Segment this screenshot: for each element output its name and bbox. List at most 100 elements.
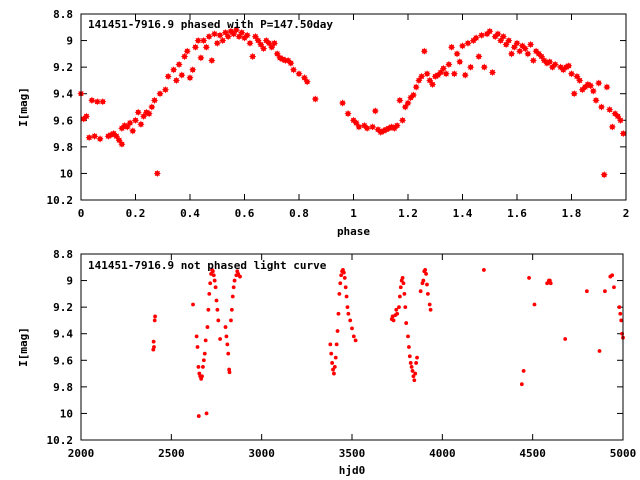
data-point xyxy=(257,40,265,49)
data-point xyxy=(597,349,602,353)
data-point xyxy=(231,285,236,290)
data-point xyxy=(232,26,240,34)
data-point xyxy=(99,98,107,106)
data-point xyxy=(619,318,624,323)
data-point xyxy=(235,32,243,41)
data-point xyxy=(418,72,426,81)
data-point xyxy=(145,110,153,118)
data-point xyxy=(265,39,273,47)
data-point xyxy=(513,39,521,47)
x-tick-label: 3500 xyxy=(339,447,366,460)
unphased-light-curve-panel: 8.8 9 9.2 9.4 9.6 9.8 10 10.2 2000 2500 3000 3500 4… xyxy=(17,248,636,477)
data-point xyxy=(507,50,516,58)
data-point xyxy=(606,106,614,114)
data-point xyxy=(510,43,518,51)
data-point xyxy=(221,29,230,37)
data-point xyxy=(295,70,303,78)
data-point xyxy=(467,63,475,71)
data-point xyxy=(223,325,228,329)
data-point xyxy=(529,56,537,65)
data-point xyxy=(411,374,416,379)
x-tick-label: 3000 xyxy=(248,447,275,460)
data-point xyxy=(215,307,220,312)
data-point xyxy=(212,278,217,283)
data-point xyxy=(395,311,400,316)
data-point xyxy=(344,294,349,299)
data-point xyxy=(243,31,251,39)
phased-x-axis-label: phase xyxy=(337,225,370,238)
data-point xyxy=(397,305,401,310)
data-point xyxy=(131,116,140,124)
data-point xyxy=(421,278,426,283)
data-point xyxy=(202,43,210,51)
data-point xyxy=(345,305,350,310)
data-point xyxy=(414,361,419,365)
data-point xyxy=(481,268,486,272)
data-point xyxy=(407,345,411,349)
data-point xyxy=(391,318,396,323)
data-point xyxy=(597,103,606,111)
data-point xyxy=(249,52,257,61)
x-tick-label: 0.4 xyxy=(180,207,200,220)
phased-x-tick-labels: 0 0.2 0.4 0.6 0.8 1 1.2 1.4 1.6 1.8 2 xyxy=(78,207,630,220)
y-tick-label: 8.8 xyxy=(53,8,73,21)
y-tick-label: 9 xyxy=(66,35,73,48)
data-point xyxy=(197,54,205,62)
data-point xyxy=(339,273,344,278)
data-point xyxy=(393,122,401,130)
data-point xyxy=(332,365,337,369)
data-point xyxy=(548,281,553,286)
data-point xyxy=(82,112,91,120)
unphased-y-axis-label: I[mag] xyxy=(17,327,30,367)
data-point xyxy=(458,42,467,50)
y-tick-label: 9.2 xyxy=(53,301,73,314)
x-tick-label: 4500 xyxy=(519,447,546,460)
data-point xyxy=(439,64,448,73)
data-point xyxy=(527,276,531,280)
data-point xyxy=(205,325,210,329)
data-point xyxy=(112,132,121,140)
data-point xyxy=(152,318,157,323)
y-tick-label: 9.6 xyxy=(53,354,73,367)
data-point xyxy=(396,96,404,104)
data-point xyxy=(207,291,212,296)
y-tick-label: 10.2 xyxy=(47,194,74,207)
data-point xyxy=(619,129,627,138)
data-point xyxy=(404,99,412,107)
y-tick-label: 9.8 xyxy=(53,141,73,154)
data-point xyxy=(368,123,377,131)
x-tick-label: 5000 xyxy=(610,447,637,460)
x-tick-label: 1.6 xyxy=(507,207,527,220)
data-point xyxy=(505,36,513,45)
y-tick-label: 10 xyxy=(60,407,73,420)
data-point xyxy=(333,355,338,360)
data-point xyxy=(186,74,194,82)
data-point xyxy=(408,361,413,365)
phased-light-curve-panel: 8.8 9 9.2 9.4 9.6 9.8 10 10.2 0 0.2 0.4 0.6 0.8 1 1.2… xyxy=(17,8,629,238)
x-tick-label: 2 xyxy=(623,207,630,220)
data-point xyxy=(238,29,246,37)
y-tick-label: 9.4 xyxy=(53,88,73,101)
data-point xyxy=(521,369,526,373)
data-point xyxy=(448,43,456,51)
data-point xyxy=(195,345,200,349)
data-point xyxy=(412,83,420,91)
y-tick-label: 9.4 xyxy=(53,328,73,341)
data-point xyxy=(88,96,96,104)
data-point xyxy=(210,269,215,274)
data-point xyxy=(350,326,354,331)
data-point xyxy=(426,76,434,85)
data-point xyxy=(339,99,347,107)
data-point xyxy=(497,36,505,45)
x-tick-label: 0.2 xyxy=(126,207,146,220)
data-point xyxy=(428,307,433,312)
data-point xyxy=(232,278,237,283)
data-point xyxy=(268,43,276,51)
unphased-x-tick-labels: 2000 2500 3000 3500 4000 4500 5000 xyxy=(68,447,637,460)
data-point xyxy=(404,321,409,325)
data-point xyxy=(407,354,412,359)
data-point xyxy=(93,98,101,106)
data-point xyxy=(456,58,464,66)
data-point xyxy=(464,39,472,47)
data-point xyxy=(156,90,164,98)
